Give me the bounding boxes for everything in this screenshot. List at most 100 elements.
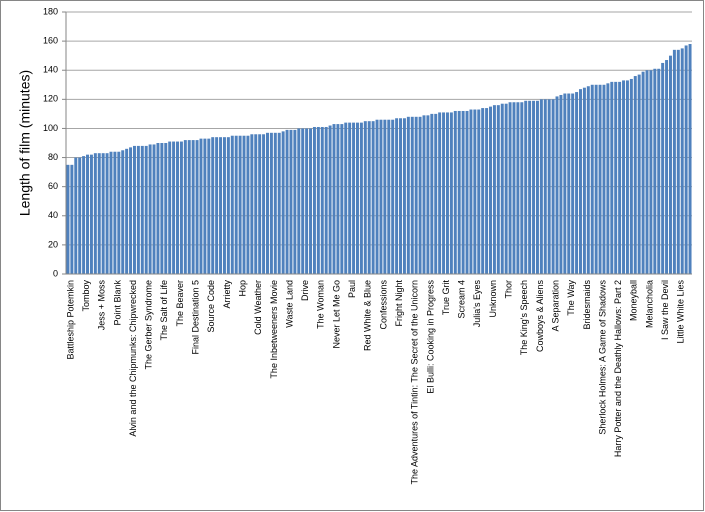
bar xyxy=(179,141,183,274)
bar xyxy=(203,138,207,274)
y-tick-label: 180 xyxy=(43,6,58,16)
x-tick-label: Waste Land xyxy=(284,280,294,328)
bar xyxy=(355,122,359,274)
bar xyxy=(367,121,371,275)
bar xyxy=(481,108,485,274)
bar xyxy=(391,119,395,274)
bar xyxy=(121,150,125,274)
bar xyxy=(641,71,645,274)
bar xyxy=(461,110,465,274)
bar xyxy=(457,110,461,274)
bar xyxy=(414,116,418,274)
x-tick-label: El Bulli: Cooking in Progress xyxy=(425,280,435,394)
x-tick-label: A Separation xyxy=(550,280,560,332)
x-tick-label: The Adventures of Tintin: The Secret of … xyxy=(410,280,420,484)
bar xyxy=(222,137,226,274)
y-tick-label: 60 xyxy=(48,181,58,191)
bar xyxy=(438,112,442,274)
x-tick-label: Point Blank xyxy=(112,280,122,326)
bar xyxy=(320,126,324,274)
bar xyxy=(160,143,164,274)
x-tick-label: Little White Lies xyxy=(676,280,686,344)
bar xyxy=(649,70,653,274)
x-tick-label: The Woman xyxy=(316,280,326,329)
bar xyxy=(301,128,305,274)
y-tick-label: 120 xyxy=(43,94,58,104)
bar xyxy=(74,157,78,274)
bar xyxy=(496,105,500,275)
x-tick-label: The Inbetweeners Movie xyxy=(269,280,279,379)
bar xyxy=(387,119,391,274)
x-tick-label: Arrietty xyxy=(222,280,232,309)
bar xyxy=(273,132,277,274)
bar xyxy=(547,99,551,274)
bar xyxy=(575,92,579,274)
bar xyxy=(622,80,626,275)
x-tick-label: Confessions xyxy=(378,280,388,330)
bar xyxy=(226,137,230,274)
bar xyxy=(633,76,637,275)
x-tick-label: True Grit xyxy=(441,280,451,316)
bar xyxy=(336,124,340,274)
bar xyxy=(328,125,332,275)
bar xyxy=(516,102,520,274)
bar xyxy=(168,141,172,274)
bar xyxy=(453,110,457,274)
bar xyxy=(594,84,598,275)
bar xyxy=(269,132,273,274)
bar xyxy=(489,106,492,274)
y-tick-label: 160 xyxy=(43,35,58,45)
bar xyxy=(109,151,113,274)
bar xyxy=(148,144,152,274)
bar xyxy=(442,112,446,274)
x-tick-label: Moneyball xyxy=(629,280,639,321)
bar xyxy=(402,118,406,274)
bar xyxy=(176,141,179,274)
bar xyxy=(113,151,117,274)
bar xyxy=(504,103,508,274)
bar xyxy=(136,145,140,274)
x-tick-label: Final Destination 5 xyxy=(191,280,201,355)
bar xyxy=(551,99,555,274)
x-tick-label: I Saw the Devil xyxy=(660,280,670,340)
x-tick-label: Thor xyxy=(504,280,514,299)
bar xyxy=(586,86,590,274)
bar xyxy=(410,116,414,274)
bar xyxy=(668,55,672,274)
x-tick-label: Never Let Me Go xyxy=(331,280,341,349)
bar xyxy=(101,153,105,274)
bar xyxy=(305,128,309,274)
x-tick-label: Paul xyxy=(347,280,357,298)
bar xyxy=(688,44,692,275)
bar xyxy=(332,124,336,274)
y-tick-label: 140 xyxy=(43,65,58,75)
bar xyxy=(207,138,211,274)
bar xyxy=(665,60,669,275)
bar xyxy=(281,131,285,274)
bar xyxy=(422,115,426,274)
bar xyxy=(500,103,504,274)
bar xyxy=(524,100,528,275)
x-tick-label: Hop xyxy=(237,280,247,297)
bar xyxy=(469,109,473,275)
bar xyxy=(399,118,403,274)
bar xyxy=(449,112,453,274)
bar xyxy=(187,140,191,274)
bar xyxy=(598,84,602,275)
y-tick-label: 100 xyxy=(43,123,58,133)
bar xyxy=(375,119,379,274)
y-axis-title: Length of film (minutes) xyxy=(17,70,33,216)
bar xyxy=(93,153,97,274)
bar xyxy=(238,135,242,274)
bar xyxy=(289,129,293,274)
bar xyxy=(363,121,367,275)
bar xyxy=(383,119,387,274)
bar xyxy=(661,62,665,274)
bar xyxy=(309,128,313,274)
bar xyxy=(430,113,434,274)
bar xyxy=(520,102,524,274)
x-tick-label: Unknown xyxy=(488,280,498,318)
bar xyxy=(183,140,187,274)
bar xyxy=(579,89,582,275)
bar xyxy=(348,122,352,274)
